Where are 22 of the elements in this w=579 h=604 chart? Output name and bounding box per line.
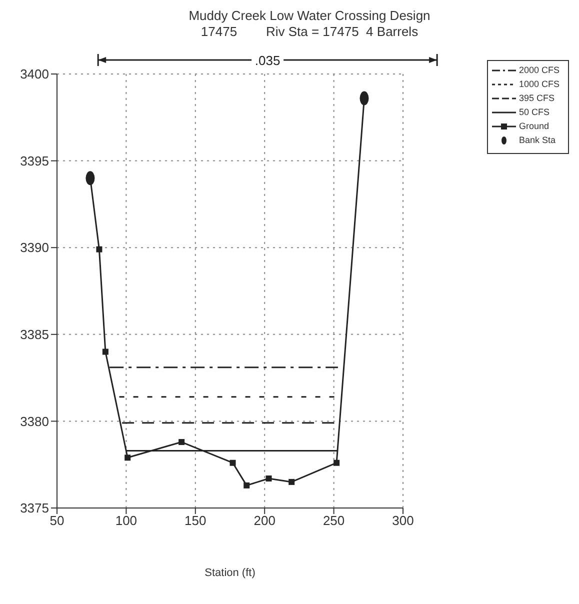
legend-label: 1000 CFS — [519, 79, 560, 89]
y-tick-label: 3395 — [20, 153, 49, 168]
x-tick-label: 150 — [184, 513, 206, 528]
text: .035 — [254, 53, 280, 68]
legend-label: Bank Sta — [519, 135, 556, 145]
x-tick-label: 100 — [115, 513, 138, 528]
y-tick-label: 3385 — [20, 327, 49, 342]
x-axis-title: Station (ft) — [204, 567, 256, 579]
y-tick-label: 3400 — [20, 66, 49, 82]
legend-label: 2000 CFS — [519, 65, 560, 75]
y-tick-label: 3390 — [20, 240, 49, 256]
y-tick-label: 3380 — [20, 414, 49, 429]
x-tick-label: 200 — [254, 513, 276, 528]
chart-subtitle: 17475 Riv Sta = 17475 4 Barrels — [200, 24, 420, 40]
legend-label: Ground — [519, 121, 550, 131]
chart-title: Muddy Creek Low Water Crossing Design — [188, 8, 432, 24]
legend-label: 50 CFS — [519, 107, 550, 117]
legend-label: 395 CFS — [519, 93, 555, 103]
x-tick-label: 250 — [322, 513, 345, 528]
x-tick-label: 300 — [392, 513, 414, 528]
x-tick-label: 50 — [50, 513, 64, 528]
y-tick-label: 3375 — [20, 500, 49, 516]
